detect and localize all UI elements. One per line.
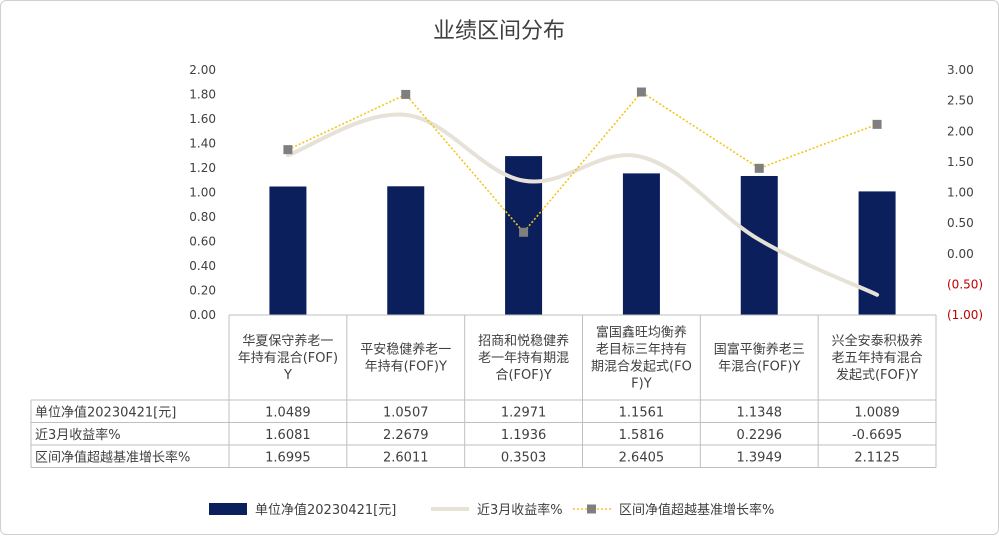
data-label: 1.0507 [383, 405, 429, 420]
y-left-tick-label: 0.00 [189, 308, 216, 322]
lines [283, 87, 882, 297]
chart-title: 业绩区间分布 [433, 19, 565, 44]
data-label: 0.2296 [737, 428, 783, 443]
category-label: 年持有(FOF)Y [365, 360, 447, 375]
data-label: 0.3503 [501, 450, 547, 465]
data-label: -0.6695 [852, 428, 902, 443]
bar [387, 186, 425, 315]
category-label: 平安稳健养老一 [360, 342, 451, 358]
legend: 单位净值20230421[元] 近3月收益率% 区间净值超越基准增长率% [209, 502, 774, 518]
category-label: 老目标三年持有 [596, 343, 687, 358]
data-label: 1.6995 [265, 450, 311, 465]
data-label: 1.0489 [265, 405, 311, 420]
data-point-marker [872, 119, 882, 129]
y-right-tick-label: 0.00 [947, 247, 974, 261]
y-left-tick-label: 1.20 [189, 161, 216, 175]
data-label: 2.2679 [383, 428, 429, 443]
row-header: 区间净值超越基准增长率% [35, 449, 190, 465]
data-label: 1.0089 [854, 405, 900, 420]
data-point-marker [754, 163, 764, 173]
y-left-tick-label: 1.60 [189, 112, 216, 126]
y-right-tick-label: (1.00) [947, 308, 983, 322]
y-right-tick-label: 2.50 [947, 94, 974, 108]
legend-swatch-bar [209, 503, 247, 515]
data-point-marker [636, 87, 646, 97]
category-label: 老五年持有混合 [832, 351, 923, 366]
data-point-marker [519, 227, 529, 237]
series-line-excess-growth [287, 90, 878, 234]
category-label: 发起式(FOF)Y [836, 367, 918, 383]
y-left-tick-label: 0.40 [189, 259, 216, 273]
y-left-tick-label: 1.00 [189, 186, 216, 200]
y-right-tick-label: (0.50) [947, 277, 983, 291]
y-left-tick-label: 0.20 [189, 284, 216, 298]
legend-label: 近3月收益率% [477, 502, 563, 518]
data-label: 1.6081 [265, 428, 311, 443]
bar [622, 173, 660, 315]
bar [269, 186, 307, 315]
data-point-marker [283, 145, 293, 155]
data-label: 1.2971 [501, 405, 547, 420]
legend-marker [587, 504, 596, 514]
y-left-tick-label: 0.80 [189, 210, 216, 224]
series-line-3m-return [285, 112, 880, 297]
y-left-tick-label: 1.80 [189, 88, 216, 102]
category-label: 期混合发起式(FO [591, 359, 692, 375]
data-label: 1.3949 [737, 450, 783, 465]
category-label: 华夏保守养老一 [242, 333, 333, 349]
category-label: F)Y [631, 377, 652, 392]
category-label: Y [283, 368, 292, 383]
legend-label: 单位净值20230421[元] [255, 502, 396, 518]
category-label: 合(FOF)Y [495, 368, 551, 383]
category-label: 年持有混合(FOF) [238, 351, 338, 366]
category-label: 年混合(FOF)Y [718, 360, 800, 375]
y-right-tick-label: 1.50 [947, 155, 974, 169]
y-right-tick-label: 0.50 [947, 216, 974, 230]
category-label: 招商和悦稳健养 [478, 333, 569, 349]
data-label: 2.6011 [383, 450, 429, 465]
y-left-tick-label: 0.60 [189, 235, 216, 249]
row-header: 近3月收益率% [35, 427, 121, 443]
axes: 0.00 0.20 0.40 0.60 0.80 1.00 1.20 1.40 1.60 1.80… [189, 63, 983, 322]
y-left-tick-label: 2.00 [189, 63, 216, 77]
category-label: 老一年持有期混 [478, 351, 569, 366]
data-label: 1.1936 [501, 428, 547, 443]
y-right-tick-label: 3.00 [947, 63, 974, 77]
bars [269, 156, 896, 315]
category-label: 国富平衡养老三 [714, 342, 805, 358]
data-label: 2.1125 [854, 450, 900, 465]
data-label: 1.5816 [619, 428, 665, 443]
data-label: 1.1348 [737, 405, 783, 420]
category-label: 兴全安泰积极养 [832, 333, 923, 349]
data-label: 1.1561 [619, 405, 665, 420]
data-label: 2.6405 [619, 450, 665, 465]
data-point-marker [401, 89, 411, 99]
legend-label: 区间净值超越基准增长率% [619, 502, 774, 518]
y-left-tick-label: 1.40 [189, 137, 216, 151]
row-header: 单位净值20230421[元] [35, 404, 176, 420]
category-label: 富国鑫旺均衡养 [596, 325, 687, 341]
y-right-tick-label: 1.00 [947, 186, 974, 200]
y-right-tick-label: 2.00 [947, 124, 974, 138]
